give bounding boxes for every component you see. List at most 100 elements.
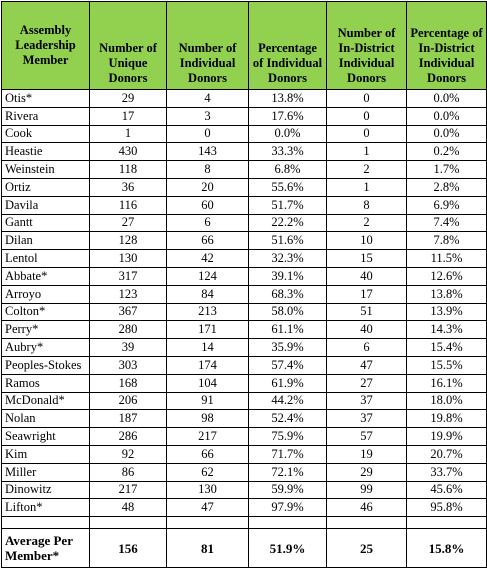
table-cell: 39.1% [248, 266, 327, 286]
average-cell: 25 [326, 528, 407, 569]
spacer-row [1, 516, 487, 530]
table-cell: Peoples-Stokes [1, 355, 90, 375]
table-cell: 17.6% [248, 106, 327, 126]
header-cell: Percentage of Individual Donors [248, 1, 327, 90]
empty-cell [406, 516, 487, 530]
header-cell: Percentage of In-District Individual Don… [406, 1, 487, 90]
table-cell: McDonald* [1, 391, 90, 411]
table-cell: 98 [166, 409, 249, 429]
table-cell: 91 [166, 391, 249, 411]
table-cell: 57.4% [248, 355, 327, 375]
table-cell: 46 [326, 498, 407, 518]
table-cell: Seawright [1, 427, 90, 446]
table-cell: 55.6% [248, 177, 327, 197]
table-cell: 92 [89, 444, 167, 464]
table-row: Gantt 27 6 22.2% 2 7.4% [1, 213, 487, 233]
table-cell: Gantt [1, 213, 90, 233]
table-cell: 2 [326, 213, 407, 233]
table-cell: 51.6% [248, 231, 327, 251]
header-cell: Number of In-District Individual Donors [326, 1, 407, 90]
table-cell: Heastie [1, 142, 90, 162]
table-cell: Dilan [1, 231, 90, 251]
table-cell: 15.4% [406, 338, 487, 357]
empty-cell [89, 516, 167, 530]
empty-cell [166, 516, 249, 530]
table-cell: 15.5% [406, 355, 487, 375]
table-cell: 0.0% [406, 89, 487, 108]
table-cell: 48 [89, 498, 167, 518]
table-cell: 1 [89, 124, 167, 144]
table-cell: Aubry* [1, 338, 90, 357]
table-cell: 60 [166, 195, 249, 215]
table-cell: 280 [89, 320, 167, 340]
table-row: Rivera 17 3 17.6% 0 0.0% [1, 106, 487, 126]
table-cell: Kim [1, 444, 90, 464]
header-row: Assembly Leadership Member Number of Uniq… [1, 1, 487, 90]
table-cell: 2 [326, 160, 407, 179]
table-cell: 97.9% [248, 498, 327, 518]
table-cell: 61.1% [248, 320, 327, 340]
table-cell: 22.2% [248, 213, 327, 233]
table-cell: 116 [89, 195, 167, 215]
table-cell: 62 [166, 462, 249, 482]
average-cell: Average Per Member* [1, 528, 90, 569]
table-cell: 6.8% [248, 160, 327, 179]
table-cell: 36 [89, 177, 167, 197]
table-row: Aubry* 39 14 35.9% 6 15.4% [1, 338, 487, 357]
table-cell: Lentol [1, 249, 90, 268]
table-cell: 17 [326, 284, 407, 304]
table-cell: 0 [166, 124, 249, 144]
table-cell: 2.8% [406, 177, 487, 197]
table-cell: 12.6% [406, 266, 487, 286]
table-cell: 174 [166, 355, 249, 375]
table-row: Peoples-Stokes 303 174 57.4% 47 15.5% [1, 355, 487, 375]
table-cell: 20.7% [406, 444, 487, 464]
table-row: Ramos 168 104 61.9% 27 16.1% [1, 373, 487, 393]
table-row: Davila 116 60 51.7% 8 6.9% [1, 195, 487, 215]
table-row: Weinstein 118 8 6.8% 2 1.7% [1, 160, 487, 179]
table-cell: 0.2% [406, 142, 487, 162]
empty-cell [326, 516, 407, 530]
table-cell: Weinstein [1, 160, 90, 179]
table-cell: 52.4% [248, 409, 327, 429]
table-cell: 72.1% [248, 462, 327, 482]
table-cell: 58.0% [248, 302, 327, 322]
table-cell: 0.0% [248, 124, 327, 144]
table-cell: 13.8% [406, 284, 487, 304]
table-cell: 47 [326, 355, 407, 375]
table-cell: 217 [89, 480, 167, 500]
table-cell: 7.8% [406, 231, 487, 251]
table-cell: 7.4% [406, 213, 487, 233]
table-cell: 6 [326, 338, 407, 357]
table-cell: 10 [326, 231, 407, 251]
table-cell: Ortiz [1, 177, 90, 197]
table-cell: 45.6% [406, 480, 487, 500]
table-cell: 37 [326, 391, 407, 411]
table-cell: 1.7% [406, 160, 487, 179]
table-row: Perry* 280 171 61.1% 40 14.3% [1, 320, 487, 340]
header-cell: Number of Individual Donors [166, 1, 249, 90]
table-row: Cook 1 0 0.0% 0 0.0% [1, 124, 487, 144]
table-cell: 15 [326, 249, 407, 268]
table-cell: 6 [166, 213, 249, 233]
table-cell: 42 [166, 249, 249, 268]
table-cell: 37 [326, 409, 407, 429]
empty-cell [1, 516, 90, 530]
table-cell: 303 [89, 355, 167, 375]
table-cell: 57 [326, 427, 407, 446]
table-cell: 61.9% [248, 373, 327, 393]
table-cell: Lifton* [1, 498, 90, 518]
table-cell: 0 [326, 124, 407, 144]
average-cell: 51.9% [248, 528, 327, 569]
table-cell: 430 [89, 142, 167, 162]
table-cell: 51 [326, 302, 407, 322]
table-cell: Arroyo [1, 284, 90, 304]
table-cell: Perry* [1, 320, 90, 340]
table-cell: 33.3% [248, 142, 327, 162]
table-row: Lifton* 48 47 97.9% 46 95.8% [1, 498, 487, 518]
table-cell: 29 [89, 89, 167, 108]
table-cell: 27 [89, 213, 167, 233]
table-cell: 124 [166, 266, 249, 286]
table-cell: 8 [166, 160, 249, 179]
